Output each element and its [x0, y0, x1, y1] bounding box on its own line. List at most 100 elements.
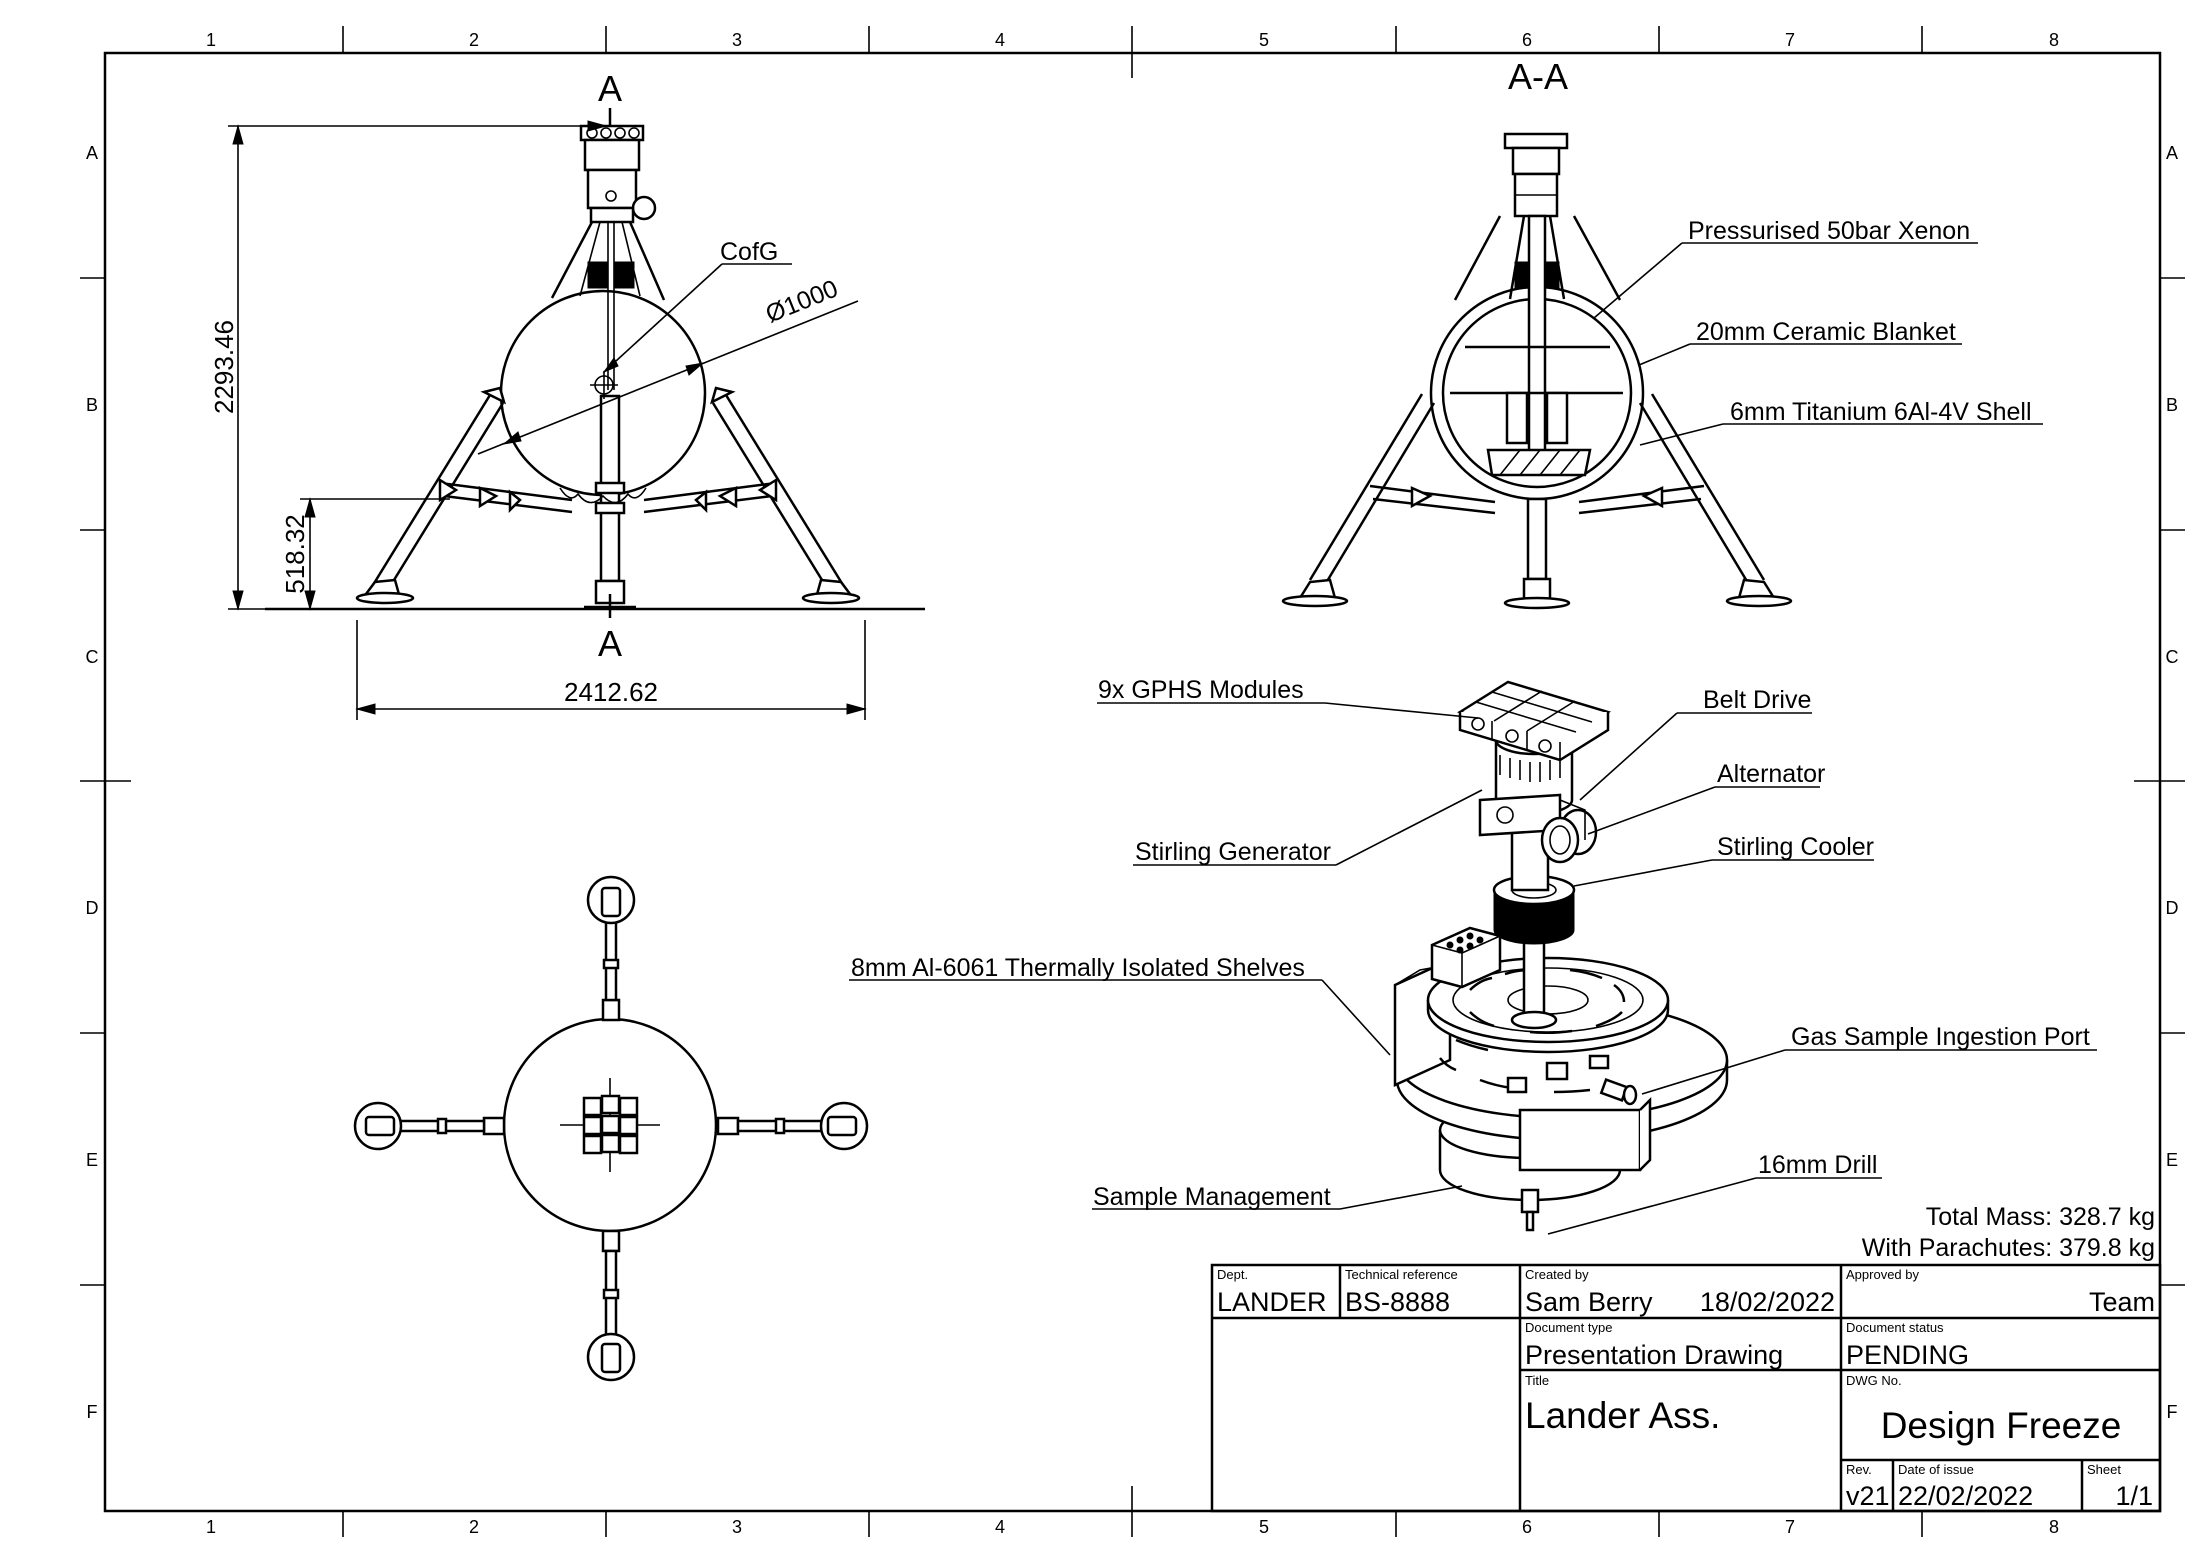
label-shelves: 8mm Al-6061 Thermally Isolated Shelves [851, 954, 1305, 982]
label-drill: 16mm Drill [1758, 1151, 1877, 1179]
zone-row-f: F [87, 1402, 98, 1422]
approved-by-value: Team [2089, 1287, 2155, 1317]
section-mark-bottom: A [598, 623, 622, 664]
iso-gphs-stack [1456, 680, 1612, 762]
zone-col-7-bottom: 7 [1785, 1517, 1795, 1537]
rev-value: v21 [1846, 1481, 1890, 1511]
section-right-leg [1578, 393, 1793, 608]
zone-col-2: 2 [469, 30, 479, 50]
zone-row-c: C [86, 647, 99, 667]
zone-labels-right: A B C D E F [2166, 143, 2179, 1422]
top-view [353, 875, 869, 1382]
dwg-no-label: DWG No. [1846, 1373, 1902, 1388]
iso-lower-slots [1439, 1038, 1610, 1094]
tech-ref-label: Technical reference [1345, 1267, 1458, 1282]
iso-view: 9x GPHS Modules Belt Drive Alternator St… [849, 676, 2097, 1235]
width-dim-label: 2412.62 [564, 677, 658, 707]
dept-label: Dept. [1217, 1267, 1248, 1282]
label-gas-port: Gas Sample Ingestion Port [1791, 1023, 2090, 1051]
zone-row-b-right: B [2166, 395, 2178, 415]
cog-marker [590, 263, 792, 399]
diameter-label: Ø1000 [762, 274, 842, 328]
zone-row-a-right: A [2166, 143, 2178, 163]
date-issue-value: 22/02/2022 [1898, 1481, 2033, 1511]
rev-label: Rev. [1846, 1462, 1872, 1477]
top-view-gphs [582, 1094, 639, 1155]
section-title: A-A [1508, 56, 1568, 97]
zone-col-6-bottom: 6 [1522, 1517, 1532, 1537]
leg-height-dimension [300, 497, 450, 611]
mass-with-parachutes: With Parachutes: 379.8 kg [1862, 1234, 2155, 1262]
iso-upper-shelf [1426, 956, 1670, 1054]
top-view-arm-east [716, 1101, 869, 1151]
title-block: Dept. LANDER Technical reference BS-8888… [1210, 1263, 2162, 1513]
label-stirling-generator: Stirling Generator [1135, 838, 1331, 866]
zone-col-4: 4 [995, 30, 1005, 50]
zone-labels-bottom: 1 2 3 4 5 6 7 8 [206, 1517, 2059, 1537]
label-titanium-shell: 6mm Titanium 6Al-4V Shell [1730, 398, 2032, 426]
title-value: Lander Ass. [1525, 1395, 1720, 1436]
height-dim-label: 2293.46 [209, 320, 239, 414]
zone-col-1-bottom: 1 [206, 1517, 216, 1537]
section-mark-top: A [598, 68, 622, 109]
title-label: Title [1525, 1373, 1549, 1388]
right-leg [643, 386, 861, 605]
diameter-leader [477, 300, 859, 455]
zone-col-7: 7 [1785, 30, 1795, 50]
created-by-value: Sam Berry [1525, 1287, 1653, 1317]
tech-ref-value: BS-8888 [1345, 1287, 1450, 1317]
zone-col-4-bottom: 4 [995, 1517, 1005, 1537]
top-view-arm-north [586, 875, 636, 1022]
centre-leg [584, 394, 636, 609]
iso-alternator [1540, 799, 1598, 864]
top-view-arm-south [586, 1229, 636, 1382]
zone-col-3-bottom: 3 [732, 1517, 742, 1537]
sheet-value: 1/1 [2115, 1481, 2153, 1511]
zone-row-a: A [86, 143, 98, 163]
zone-labels-left: A B C D E F [86, 143, 99, 1422]
approved-by-label: Approved by [1846, 1267, 1919, 1282]
doc-status-label: Document status [1846, 1320, 1944, 1335]
top-assembly [579, 124, 657, 224]
height-dimension [228, 120, 608, 611]
iso-gas-port [1599, 1078, 1638, 1106]
mass-notes: Total Mass: 328.7 kg With Parachutes: 37… [1862, 1203, 2155, 1262]
drawing-border [80, 26, 2185, 1537]
doc-status-value: PENDING [1846, 1340, 1969, 1370]
zone-col-1: 1 [206, 30, 216, 50]
top-view-arm-west [353, 1101, 506, 1151]
zone-row-c-right: C [2166, 647, 2179, 667]
section-left-leg [1281, 393, 1496, 608]
zone-col-5-bottom: 5 [1259, 1517, 1269, 1537]
front-view: CofG Ø1000 A A 2293.46 518.32 [209, 68, 925, 720]
doc-type-value: Presentation Drawing [1525, 1340, 1783, 1370]
zone-row-e: E [86, 1150, 98, 1170]
label-belt-drive: Belt Drive [1703, 686, 1811, 714]
label-stirling-cooler: Stirling Cooler [1717, 833, 1874, 861]
doc-type-label: Document type [1525, 1320, 1612, 1335]
zone-col-8: 8 [2049, 30, 2059, 50]
created-by-label: Created by [1525, 1267, 1589, 1282]
section-view: A-A [1281, 56, 2043, 610]
label-alternator: Alternator [1717, 760, 1825, 788]
dwg-no-value: Design Freeze [1881, 1405, 2122, 1446]
sheet-label: Sheet [2087, 1462, 2121, 1477]
section-leaders [1593, 242, 2043, 446]
zone-row-e-right: E [2166, 1150, 2178, 1170]
zone-labels-top: 1 2 3 4 5 6 7 8 [206, 30, 2059, 50]
label-xenon: Pressurised 50bar Xenon [1688, 217, 1970, 245]
iso-leaders [849, 702, 2097, 1235]
created-date-value: 18/02/2022 [1700, 1287, 1835, 1317]
iso-fins [1499, 755, 1561, 782]
date-issue-label: Date of issue [1898, 1462, 1974, 1477]
left-leg [355, 386, 573, 605]
zone-col-8-bottom: 8 [2049, 1517, 2059, 1537]
label-ceramic-blanket: 20mm Ceramic Blanket [1696, 318, 1956, 346]
iso-electronics-blocks [1430, 926, 1502, 989]
zone-col-5: 5 [1259, 30, 1269, 50]
width-dimension [355, 620, 867, 720]
zone-row-d: D [86, 898, 99, 918]
label-gphs: 9x GPHS Modules [1098, 676, 1304, 704]
section-center-leg [1503, 497, 1571, 610]
